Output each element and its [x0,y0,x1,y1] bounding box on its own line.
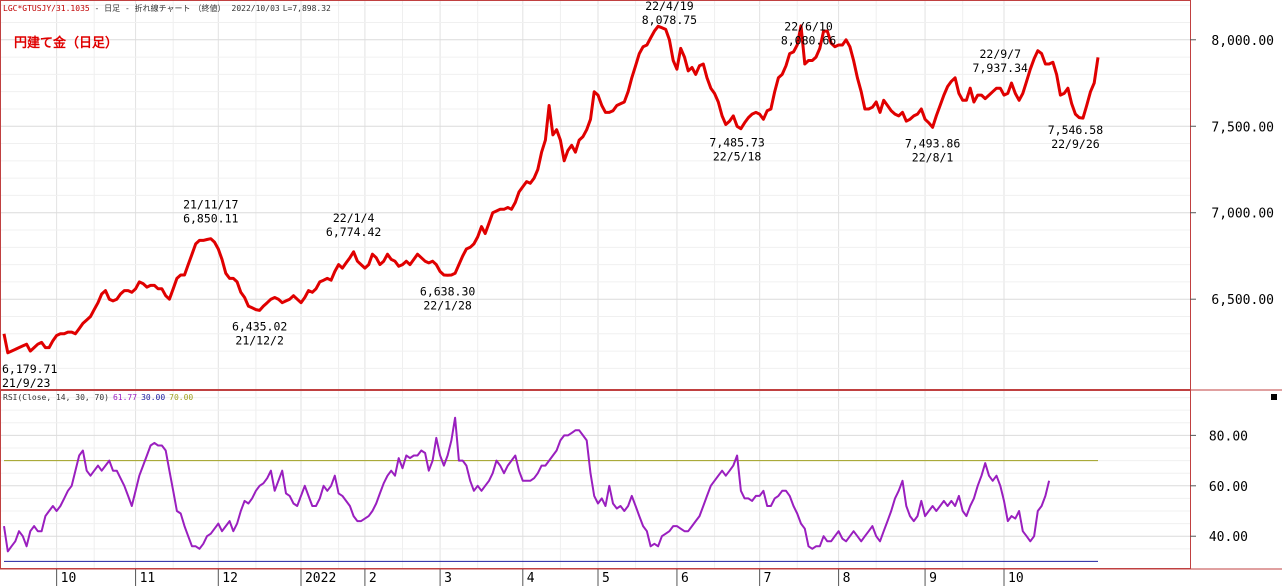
rsi-gridlines [1,391,1190,568]
chart-title: 円建て金（日足） [14,35,118,51]
rsi-header: RSI(Close, 14, 30, 70) 61.77 30.00 70.00 [3,393,193,402]
x-tick-label: 7 [764,571,772,586]
annotation-value: 8,078.75 [642,13,697,27]
annotation-date: 22/5/18 [713,149,762,163]
x-tick-label: 4 [527,571,535,586]
rsi-y-tick-label: 80.00 [1209,429,1248,444]
annotation-date: 22/1/28 [423,298,472,312]
x-tick-label: 6 [681,571,689,586]
annotation-date: 21/11/17 [183,198,238,212]
annotation-value: 6,179.71 [2,362,57,376]
x-tick-label: 10 [61,571,77,586]
x-tick-label: 9 [929,571,937,586]
header-sep2: - [120,4,134,13]
annotation-value: 6,435.02 [232,319,287,333]
x-tick-label: 11 [140,571,156,586]
x-tick-label: 12 [222,571,238,586]
header-last: L=7,898.32 [283,4,331,13]
rsi-upper-value: 70.00 [169,393,193,402]
annotation-value: 7,937.34 [973,61,1028,75]
rsi-series-line [3,416,1051,553]
rsi-y-tick-label: 60.00 [1209,480,1248,495]
x-tick-label: 2 [369,571,377,586]
header-period: 日足 [104,4,120,13]
annotation-date: 21/12/2 [235,333,283,347]
rsi-panel-frame [0,390,1191,569]
annotation-value: 6,774.42 [326,225,381,239]
annotation-date: 22/4/19 [645,0,694,13]
price-y-axis: 6,500.00 7,000.00 7,500.00 8,000.00 [1190,34,1274,308]
rsi-corner-box[interactable] [1271,394,1277,400]
annotation-value: 6,638.30 [420,284,475,298]
annotation-date: 22/8/1 [912,150,954,164]
rsi-y-axis: 40.00 60.00 80.00 [1190,429,1248,545]
annotation-date: 22/1/4 [333,211,375,225]
price-annotations: 6,179.7121/9/2321/11/176,850.116,435.022… [2,0,1103,390]
annotation-date: 22/9/26 [1051,137,1100,151]
x-tick-label: 10 [1008,571,1024,586]
price-y-tick-label: 7,500.00 [1211,120,1274,135]
rsi-value: 61.77 [113,393,137,402]
annotation-date: 22/6/10 [784,20,833,34]
annotation-date: 22/9/7 [979,47,1021,61]
rsi-label: RSI(Close, 14, 30, 70) [3,393,109,402]
annotation-value: 7,485.73 [709,135,764,149]
rsi-y-tick-label: 40.00 [1209,530,1248,545]
annotation-value: 7,493.86 [905,136,960,150]
rsi-lower-value: 30.00 [141,393,165,402]
header-mode: （終値） [194,3,226,13]
price-series-line [2,24,1100,355]
x-axis: 10 11 12 2022 2 3 4 5 6 7 8 9 10 [56,569,1024,586]
header-sep1: - [90,4,104,13]
x-tick-label: 5 [602,571,610,586]
header-chart-kind: 折れ線チャート [135,3,191,13]
header-date: 2022/10/03 [232,4,280,13]
price-y-tick-label: 8,000.00 [1211,34,1274,49]
annotation-value: 8,080.66 [781,34,836,48]
price-y-tick-label: 7,000.00 [1211,207,1274,222]
price-gridlines [1,1,1190,389]
annotation-value: 7,546.58 [1048,123,1103,137]
x-tick-label: 3 [444,571,452,586]
header-line: LGC*GTUSJY/31.1035 - 日足 - 折れ線チャート （終値） 202… [3,3,331,13]
x-tick-label: 2022 [305,571,336,586]
header-symbol: LGC*GTUSJY/31.1035 [3,4,90,13]
x-tick-label: 8 [843,571,851,586]
annotation-date: 21/9/23 [2,376,51,390]
price-y-tick-label: 6,500.00 [1211,293,1274,308]
annotation-value: 6,850.11 [183,212,238,226]
